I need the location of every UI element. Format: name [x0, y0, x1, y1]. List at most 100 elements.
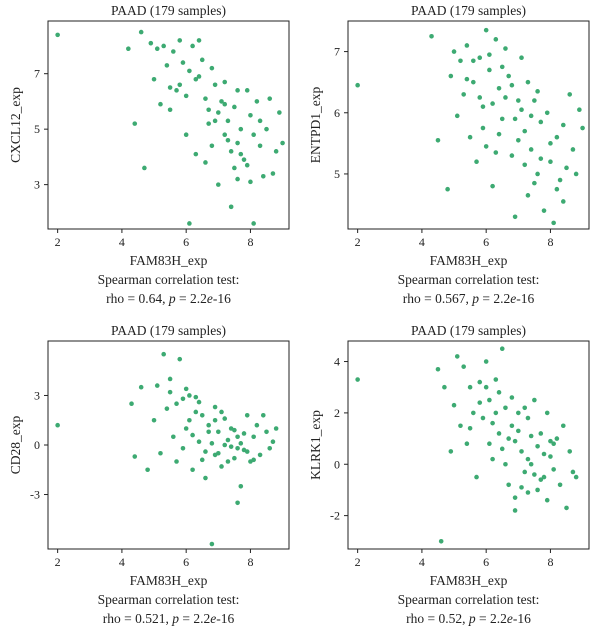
scatter-point — [167, 376, 173, 382]
scatter-point — [190, 43, 195, 49]
scatter-point — [538, 119, 544, 125]
scatter-point — [528, 113, 534, 119]
x-axis-label: FAM83H_exp — [430, 253, 508, 268]
scatter-point — [232, 455, 237, 461]
scatter-point — [532, 472, 537, 477]
scatter-point — [516, 137, 521, 143]
stat-result: rho = 0.64, p = 2.2e-16 — [106, 291, 231, 306]
stat-p-label: p — [171, 611, 179, 626]
scatter-point — [280, 140, 285, 146]
x-tick-label: 6 — [183, 555, 189, 569]
scatter-point — [496, 390, 502, 395]
stat-result: rho = 0.567, p = 2.2e-16 — [403, 291, 535, 306]
scatter-chart: PAAD (179 samples) 2 4 6 8 -2 0 2 4 KLRK1_exp FAM8… — [308, 323, 590, 626]
x-tick-label: 6 — [483, 555, 489, 569]
scatter-point — [222, 101, 228, 107]
scatter-point — [232, 427, 237, 433]
scatter-point — [216, 110, 221, 115]
scatter-point — [219, 464, 224, 469]
scatter-point — [248, 179, 253, 185]
scatter-point — [235, 446, 240, 451]
scatter-point — [177, 82, 183, 88]
stat-test-name: Spearman correlation test: — [398, 592, 540, 607]
scatter-point — [183, 386, 189, 392]
scatter-point — [244, 162, 250, 168]
y-tick-label: 0 — [334, 457, 340, 471]
scatter-points — [355, 27, 585, 226]
scatter-point — [199, 457, 205, 463]
scatter-point — [522, 405, 528, 411]
scatter-point — [142, 165, 147, 171]
scatter-point — [493, 377, 499, 382]
scatter-point — [254, 99, 260, 104]
scatter-point — [238, 441, 244, 446]
scatter-point — [232, 165, 237, 171]
scatter-point — [138, 384, 144, 390]
scatter-point — [209, 441, 215, 446]
scatter-point — [132, 121, 138, 126]
scatter-point — [129, 401, 134, 407]
scatter-point — [570, 469, 576, 475]
scatter-point — [177, 38, 183, 43]
scatter-point — [480, 104, 486, 109]
x-tick-label: 4 — [119, 235, 125, 249]
x-axis-label: FAM83H_exp — [130, 253, 208, 268]
scatter-point — [235, 140, 240, 146]
scatter-point — [538, 156, 544, 161]
scatter-point — [528, 433, 534, 439]
scatter-point — [503, 405, 508, 411]
scatter-point — [548, 438, 553, 444]
scatter-point — [228, 149, 234, 154]
stat-e: e — [210, 611, 216, 626]
scatter-point — [528, 147, 534, 152]
scatter-point — [522, 469, 528, 475]
scatter-point — [225, 137, 231, 143]
scatter-point — [277, 110, 282, 115]
scatter-point — [206, 422, 211, 428]
y-tick-label: 2 — [334, 406, 340, 420]
scatter-point — [183, 93, 189, 99]
scatter-point — [193, 409, 199, 415]
scatter-point — [519, 449, 524, 454]
scatter-point — [519, 107, 524, 113]
scatter-point — [535, 171, 540, 177]
y-tick-label: 5 — [334, 167, 340, 181]
scatter-point — [158, 101, 163, 107]
chart-title: PAAD (179 samples) — [411, 3, 526, 18]
scatter-point — [55, 32, 60, 38]
scatter-point — [557, 482, 563, 488]
scatter-point — [183, 426, 189, 431]
scatter-point — [193, 394, 199, 400]
scatter-point — [216, 182, 221, 187]
scatter-point — [222, 442, 228, 448]
stat-p-value: = 2.2 — [476, 611, 507, 626]
scatter-point — [196, 399, 202, 405]
x-tick-label: 8 — [247, 235, 253, 249]
scatter-point — [429, 33, 434, 39]
plot-frame — [347, 340, 590, 550]
x-tick-label: 4 — [119, 555, 125, 569]
y-axis-label: CD28_exp — [8, 416, 23, 475]
scatter-point — [435, 366, 441, 372]
y-tick-label: 4 — [334, 355, 340, 369]
scatter-point — [167, 107, 173, 113]
scatter-point — [209, 143, 215, 149]
scatter-point — [154, 383, 160, 388]
scatter-chart: PAAD (179 samples) 2 4 6 8 5 6 7 ENTPD1_exp FAM83… — [308, 3, 590, 306]
scatter-point — [490, 183, 495, 189]
scatter-point — [190, 467, 195, 473]
scatter-point — [551, 441, 556, 447]
scatter-point — [503, 46, 508, 51]
scatter-point — [270, 171, 276, 176]
scatter-point — [564, 165, 569, 171]
scatter-point — [483, 359, 489, 364]
scatter-point — [193, 151, 199, 157]
stat-rho: rho = 0.567, — [403, 291, 472, 306]
scatter-point — [464, 43, 470, 48]
scatter-point — [525, 193, 531, 198]
scatter-point — [222, 416, 228, 421]
scatter-point — [260, 174, 266, 179]
scatter-point — [158, 450, 163, 456]
scatter-point — [519, 485, 524, 490]
scatter-point — [183, 132, 189, 138]
